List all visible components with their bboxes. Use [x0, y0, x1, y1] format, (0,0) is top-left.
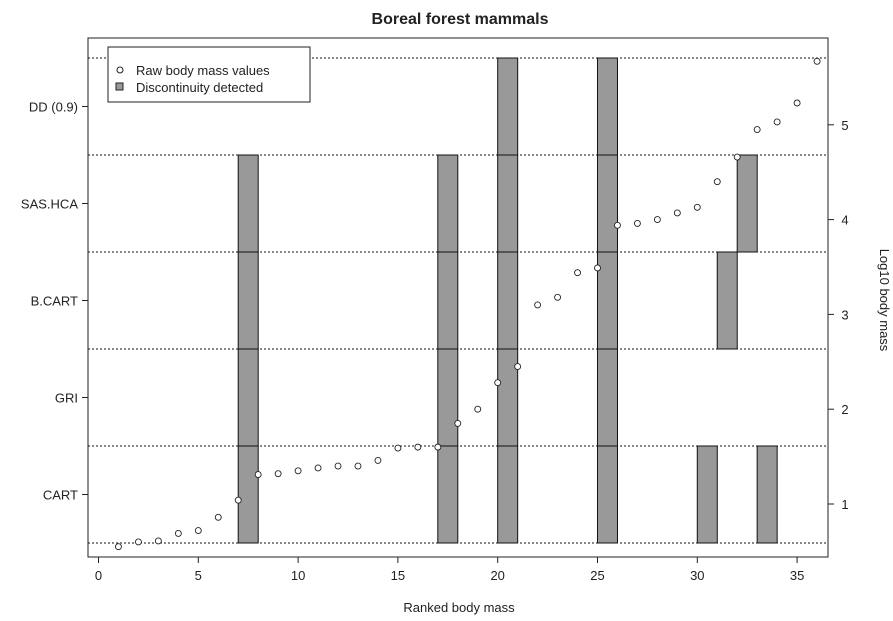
- x-tick-label: 0: [95, 568, 102, 583]
- data-point: [633, 219, 641, 227]
- method-tick-label: SAS.HCA: [21, 197, 78, 212]
- data-point: [314, 464, 322, 472]
- data-point: [354, 462, 362, 470]
- plot-frame: [87, 37, 829, 558]
- legend-label-disc: Discontinuity detected: [136, 80, 263, 95]
- discontinuity-bar: [237, 348, 259, 447]
- discontinuity-bar: [437, 348, 459, 447]
- data-point: [474, 405, 482, 413]
- data-point: [773, 118, 781, 126]
- data-point: [594, 264, 601, 272]
- legend-box: [107, 46, 311, 103]
- data-point: [334, 462, 342, 470]
- discontinuity-bars: [237, 57, 778, 544]
- discontinuity-bar: [497, 251, 519, 350]
- x-tick-label: 20: [490, 568, 504, 583]
- data-point: [713, 178, 721, 186]
- data-point: [294, 467, 302, 475]
- log-mass-axis: 1 2 3 4 5: [828, 118, 849, 512]
- data-point: [494, 379, 502, 387]
- data-point: [454, 419, 462, 427]
- data-point: [534, 301, 542, 309]
- discontinuity-bar: [237, 251, 259, 350]
- method-tick-label: DD (0.9): [29, 100, 78, 115]
- data-point: [254, 471, 262, 479]
- data-point: [753, 126, 761, 133]
- discontinuity-bar: [696, 445, 718, 544]
- discontinuity-bar: [716, 251, 738, 350]
- right-tick-label: 4: [841, 213, 848, 228]
- discontinuity-bar: [437, 154, 459, 253]
- discontinuity-bar: [497, 445, 519, 544]
- data-point: [115, 543, 122, 551]
- discontinuity-bar: [596, 154, 618, 253]
- discontinuity-bar: [596, 445, 618, 544]
- data-point: [514, 363, 522, 370]
- x-axis: 0 5 10 15 20 25 30 35: [95, 557, 804, 583]
- discontinuity-bar: [437, 251, 459, 350]
- right-tick-label: 5: [841, 118, 848, 133]
- data-point: [614, 221, 621, 229]
- method-tick-label: B.CART: [31, 294, 78, 309]
- data-point: [194, 527, 202, 534]
- data-point: [394, 444, 402, 452]
- right-tick-label: 3: [841, 307, 848, 322]
- data-point: [214, 513, 222, 521]
- legend-label-raw: Raw body mass values: [136, 63, 270, 78]
- data-point: [274, 470, 282, 478]
- data-point: [434, 443, 442, 451]
- data-point: [653, 216, 661, 224]
- data-point: [374, 456, 382, 464]
- discontinuity-bar: [497, 57, 519, 156]
- right-axis-label: Log10 body mass: [877, 249, 892, 352]
- x-tick-label: 10: [291, 568, 305, 583]
- right-tick-label: 2: [841, 402, 848, 417]
- legend-square-icon: [115, 82, 124, 91]
- data-point: [234, 496, 242, 504]
- discontinuity-bar: [736, 154, 758, 253]
- data-point: [733, 153, 741, 161]
- discontinuity-bar: [596, 57, 618, 156]
- body-mass-points: [115, 57, 821, 551]
- discontinuity-bar: [596, 348, 618, 447]
- data-point: [554, 293, 562, 301]
- chart-title: Boreal forest mammals: [372, 11, 549, 28]
- right-tick-label: 1: [841, 497, 848, 512]
- discontinuity-bar: [237, 154, 259, 253]
- discontinuity-bar: [497, 348, 519, 447]
- discontinuity-bar: [237, 445, 259, 544]
- data-point: [673, 209, 681, 217]
- x-tick-label: 35: [790, 568, 804, 583]
- data-point: [414, 443, 422, 451]
- legend-circle-icon: [116, 66, 124, 74]
- discontinuity-bar: [437, 445, 459, 544]
- method-axis: CART GRI B.CART SAS.HCA DD (0.9): [21, 100, 88, 503]
- data-point: [174, 529, 182, 537]
- x-tick-label: 15: [391, 568, 405, 583]
- x-tick-label: 5: [195, 568, 202, 583]
- legend: Raw body mass values Discontinuity detec…: [107, 46, 311, 103]
- discontinuity-bar: [497, 154, 519, 253]
- x-tick-label: 30: [690, 568, 704, 583]
- method-tick-label: GRI: [55, 391, 78, 406]
- data-point: [574, 269, 581, 277]
- data-point: [693, 203, 701, 211]
- data-point: [154, 537, 162, 545]
- x-axis-label: Ranked body mass: [403, 600, 515, 615]
- data-point: [813, 57, 821, 65]
- data-point: [134, 538, 142, 546]
- data-point: [793, 99, 801, 107]
- discontinuity-bar: [756, 445, 778, 544]
- method-tick-label: CART: [43, 488, 78, 503]
- x-tick-label: 25: [590, 568, 604, 583]
